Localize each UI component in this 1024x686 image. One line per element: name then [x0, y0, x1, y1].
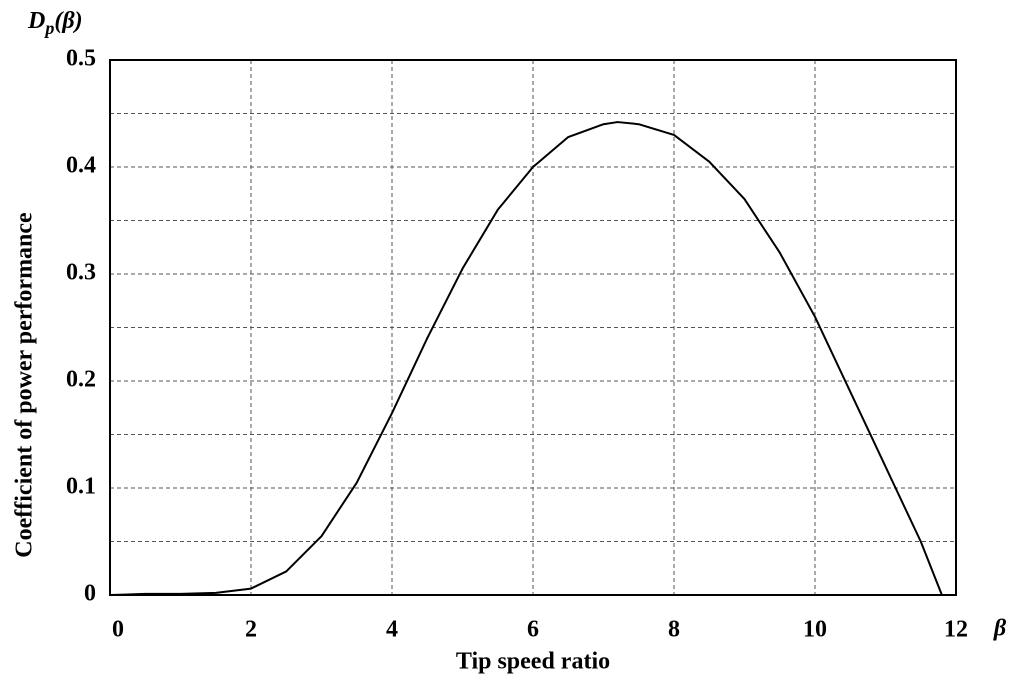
x-tick-label: 0 — [112, 617, 124, 643]
y-tick-label: 0.5 — [66, 46, 96, 72]
x-tick-label: 4 — [386, 617, 398, 643]
y-tick-label: 0.3 — [66, 260, 96, 286]
y-symbol: Dp(β) — [27, 8, 83, 39]
x-tick-label: 6 — [527, 617, 539, 643]
x-tick-label: 2 — [245, 617, 257, 643]
x-axis-label: Tip speed ratio — [456, 649, 610, 675]
x-tick-label: 8 — [668, 617, 680, 643]
y-tick-label: 0.4 — [66, 153, 96, 179]
x-tick-label: 12 — [944, 617, 968, 643]
y-symbol-base: D — [27, 8, 45, 34]
y-tick-label: 0.1 — [66, 474, 96, 500]
plot-frame — [109, 59, 957, 596]
y-tick-label: 0 — [84, 581, 96, 607]
x-tick-label: 10 — [803, 617, 827, 643]
line-series — [109, 121, 943, 596]
x-symbol: β — [993, 616, 1007, 642]
y-symbol-arg: (β) — [54, 8, 82, 34]
y-axis-label: Coefficient of power performance — [12, 212, 38, 558]
y-symbol-sub: p — [43, 18, 54, 38]
y-tick-label: 0.2 — [66, 367, 96, 393]
